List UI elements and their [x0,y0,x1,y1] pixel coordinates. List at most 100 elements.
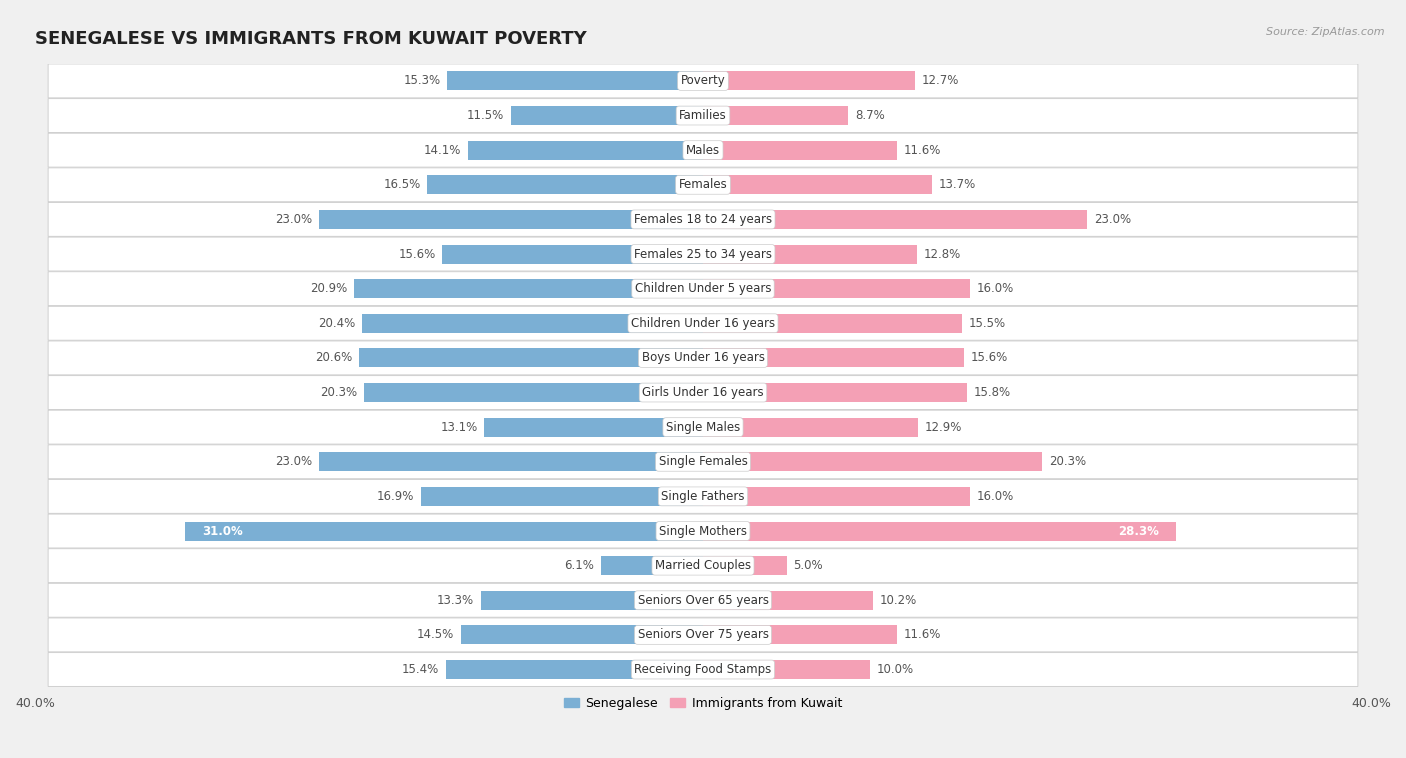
Text: Females 25 to 34 years: Females 25 to 34 years [634,248,772,261]
FancyBboxPatch shape [48,479,1358,513]
Text: 20.3%: 20.3% [1049,456,1085,468]
Text: 5.0%: 5.0% [793,559,823,572]
Bar [363,314,703,333]
Text: Children Under 5 years: Children Under 5 years [634,282,772,295]
Text: 14.1%: 14.1% [423,144,461,157]
Bar [703,453,1042,471]
Text: 13.3%: 13.3% [437,594,474,606]
FancyBboxPatch shape [48,375,1358,409]
FancyBboxPatch shape [48,341,1358,375]
Text: Receiving Food Stamps: Receiving Food Stamps [634,663,772,676]
Bar [468,141,703,160]
Text: 23.0%: 23.0% [276,213,312,226]
Text: Single Mothers: Single Mothers [659,525,747,537]
FancyBboxPatch shape [48,99,1358,133]
Text: 12.9%: 12.9% [925,421,963,434]
Text: 16.5%: 16.5% [384,178,420,191]
Text: Source: ZipAtlas.com: Source: ZipAtlas.com [1267,27,1385,36]
Text: 8.7%: 8.7% [855,109,884,122]
Text: Girls Under 16 years: Girls Under 16 years [643,386,763,399]
Bar [186,522,703,540]
Text: Children Under 16 years: Children Under 16 years [631,317,775,330]
Bar [703,556,786,575]
Bar [703,383,967,402]
Bar [703,418,918,437]
FancyBboxPatch shape [48,514,1358,548]
Text: 15.6%: 15.6% [970,352,1008,365]
Bar [484,418,703,437]
Text: Single Females: Single Females [658,456,748,468]
FancyBboxPatch shape [48,168,1358,202]
Text: Females: Females [679,178,727,191]
Bar [703,522,1175,540]
FancyBboxPatch shape [48,549,1358,583]
Bar [420,487,703,506]
Text: Married Couples: Married Couples [655,559,751,572]
Text: Females 18 to 24 years: Females 18 to 24 years [634,213,772,226]
Text: Poverty: Poverty [681,74,725,87]
Text: 15.3%: 15.3% [404,74,441,87]
Text: Single Fathers: Single Fathers [661,490,745,503]
Bar [319,210,703,229]
Text: 15.4%: 15.4% [402,663,439,676]
Bar [602,556,703,575]
Text: 13.7%: 13.7% [938,178,976,191]
Text: 10.0%: 10.0% [877,663,914,676]
Text: 20.3%: 20.3% [321,386,357,399]
Text: 14.5%: 14.5% [418,628,454,641]
Text: 11.6%: 11.6% [904,628,941,641]
FancyBboxPatch shape [48,445,1358,479]
Text: 20.6%: 20.6% [315,352,353,365]
Text: 15.6%: 15.6% [398,248,436,261]
Text: Males: Males [686,144,720,157]
Bar [443,245,703,264]
Text: SENEGALESE VS IMMIGRANTS FROM KUWAIT POVERTY: SENEGALESE VS IMMIGRANTS FROM KUWAIT POV… [35,30,586,49]
Text: 20.9%: 20.9% [309,282,347,295]
Bar [447,71,703,90]
Text: Boys Under 16 years: Boys Under 16 years [641,352,765,365]
Text: Single Males: Single Males [666,421,740,434]
Bar [703,590,873,609]
Text: 16.0%: 16.0% [977,490,1014,503]
Bar [703,349,963,368]
Bar [703,141,897,160]
Bar [446,660,703,679]
FancyBboxPatch shape [48,584,1358,617]
Bar [703,175,932,194]
Text: 11.6%: 11.6% [904,144,941,157]
Bar [359,349,703,368]
Bar [427,175,703,194]
Text: 6.1%: 6.1% [565,559,595,572]
FancyBboxPatch shape [48,202,1358,236]
Text: 28.3%: 28.3% [1118,525,1159,537]
Text: 16.0%: 16.0% [977,282,1014,295]
FancyBboxPatch shape [48,237,1358,271]
Text: 31.0%: 31.0% [202,525,243,537]
Text: 16.9%: 16.9% [377,490,413,503]
FancyBboxPatch shape [48,64,1358,98]
Text: 10.2%: 10.2% [880,594,917,606]
Text: 12.7%: 12.7% [922,74,959,87]
Bar [510,106,703,125]
Bar [319,453,703,471]
Bar [703,71,915,90]
FancyBboxPatch shape [48,306,1358,340]
Text: 11.5%: 11.5% [467,109,505,122]
Bar [354,279,703,298]
Bar [703,314,962,333]
Bar [461,625,703,644]
Text: Seniors Over 65 years: Seniors Over 65 years [637,594,769,606]
Bar [364,383,703,402]
Bar [703,106,848,125]
FancyBboxPatch shape [48,653,1358,687]
Bar [703,625,897,644]
FancyBboxPatch shape [48,271,1358,305]
Text: Seniors Over 75 years: Seniors Over 75 years [637,628,769,641]
FancyBboxPatch shape [48,410,1358,444]
Legend: Senegalese, Immigrants from Kuwait: Senegalese, Immigrants from Kuwait [560,692,846,715]
Text: 15.8%: 15.8% [973,386,1011,399]
FancyBboxPatch shape [48,133,1358,167]
FancyBboxPatch shape [48,618,1358,652]
Bar [703,210,1087,229]
Text: 13.1%: 13.1% [440,421,478,434]
